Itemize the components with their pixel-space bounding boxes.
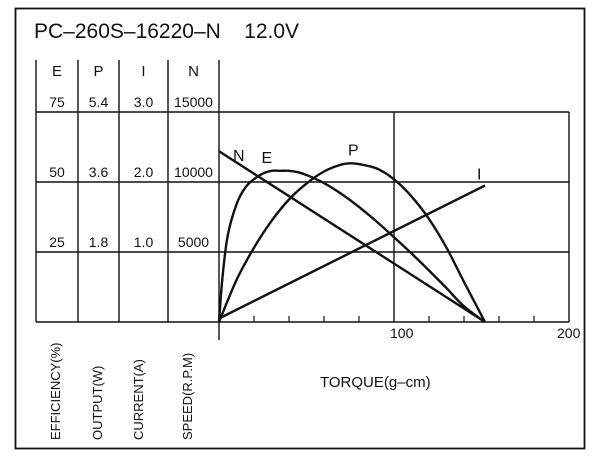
scale-unit-label-I: CURRENT(A)	[131, 359, 146, 440]
scale-header-I: I	[141, 63, 145, 80]
x-axis-label: TORQUE(g–cm)	[320, 374, 431, 391]
outer-border	[14, 7, 586, 450]
series-curve-E	[217, 169, 486, 323]
series-label-N: N	[233, 148, 245, 165]
series-curve-N	[218, 150, 486, 324]
scale-tick-N: 10000	[174, 164, 213, 180]
scale-header-E: E	[52, 63, 62, 80]
scale-tick-I: 1.0	[134, 234, 154, 250]
series-label-I: I	[477, 167, 481, 184]
scale-tick-E: 50	[49, 164, 65, 180]
x-tick-label: 100	[390, 325, 414, 341]
series-label-P: P	[348, 142, 359, 159]
scale-header-N: N	[188, 63, 199, 80]
scale-tick-E: 75	[49, 94, 65, 110]
scale-tick-E: 25	[49, 234, 65, 250]
series-curve-P	[217, 162, 487, 323]
curve-labels: N I P E	[233, 142, 481, 183]
scale-tick-N: 5000	[178, 234, 209, 250]
scale-tick-I: 2.0	[134, 164, 154, 180]
scale-tick-N: 15000	[174, 94, 213, 110]
scale-unit-label-N: SPEED(R.P.M)	[180, 353, 195, 440]
scale-unit-label-E: EFFICIENCY(%)	[48, 343, 63, 441]
scale-table: E 75 50 25 EFFICIENCY(%) P 5.4 3.6 1.8 OUTPUT(W) I…	[35, 60, 213, 441]
scale-unit-label-P: OUTPUT(W)	[90, 366, 105, 440]
scale-tick-P: 5.4	[89, 94, 109, 110]
x-tick-label: 200	[557, 325, 581, 341]
series-label-E: E	[262, 150, 273, 167]
grid	[36, 60, 570, 340]
scale-tick-P: 1.8	[89, 234, 109, 250]
chart-title: PC–260S–16220–N 12.0V	[34, 20, 299, 43]
x-axis: 100 200	[36, 316, 581, 341]
series-curve-I	[218, 184, 486, 320]
scale-header-P: P	[93, 63, 103, 80]
scale-tick-P: 3.6	[89, 164, 109, 180]
scale-tick-I: 3.0	[134, 94, 154, 110]
curves	[217, 150, 487, 324]
